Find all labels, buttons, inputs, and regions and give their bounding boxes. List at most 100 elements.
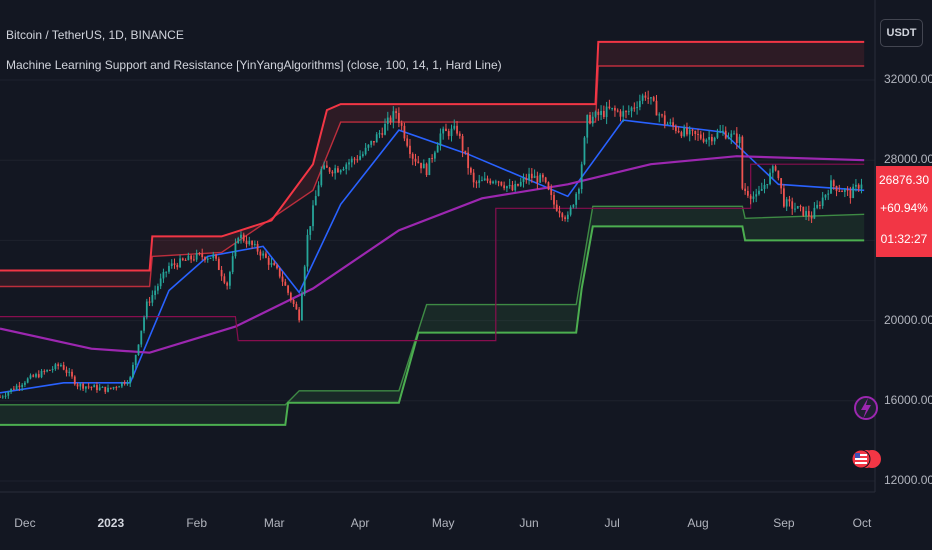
candle-body — [658, 114, 661, 116]
candle-body — [209, 257, 212, 259]
candle-body — [533, 175, 536, 179]
candle-body — [716, 132, 719, 138]
candle-body — [132, 364, 134, 378]
candle-body — [29, 375, 32, 379]
x-tick-label: May — [431, 516, 455, 530]
candle-body — [148, 301, 151, 303]
candle-body — [60, 365, 62, 367]
economic-events-icon[interactable] — [851, 443, 881, 475]
candle-body — [320, 168, 323, 186]
candle-body — [519, 181, 522, 186]
candle-body — [190, 255, 193, 260]
currency-button[interactable]: USDT — [880, 19, 923, 47]
candle-body — [760, 189, 763, 191]
candle-body — [292, 300, 295, 305]
candle-countdown-label: 01:32:27 — [876, 222, 932, 257]
candle-body — [544, 177, 547, 183]
candle-body — [295, 304, 298, 310]
candle-body — [18, 385, 21, 388]
candle-body — [530, 173, 533, 179]
candle-body — [575, 193, 578, 205]
indicator-lines — [0, 40, 865, 426]
candle-body — [123, 382, 126, 384]
candle-body — [345, 164, 348, 169]
candle-body — [298, 309, 301, 321]
candle-body — [384, 123, 386, 135]
candle-body — [478, 180, 481, 183]
candle-body — [54, 364, 57, 369]
indicator-title[interactable]: Machine Learning Support and Resistance … — [6, 58, 502, 72]
slow-ma-line — [0, 155, 865, 354]
y-tick-label: 32000.00 — [884, 72, 932, 86]
candle-body — [730, 133, 733, 138]
support-inner-line — [0, 205, 865, 406]
candle-body — [827, 193, 830, 195]
candle-body — [231, 256, 234, 273]
candle-body — [492, 181, 494, 184]
candle-body — [12, 388, 15, 390]
candle-body — [824, 194, 827, 198]
candle-body — [494, 181, 497, 183]
candle-body — [71, 371, 73, 377]
candle-body — [359, 156, 361, 160]
candle-body — [807, 211, 810, 217]
candle-body — [248, 240, 251, 245]
x-tick-label: Jul — [604, 516, 620, 530]
candle-body — [741, 136, 744, 189]
candle-body — [849, 189, 852, 199]
candle-body — [738, 136, 741, 143]
candle-body — [475, 182, 478, 184]
candle-body — [627, 111, 630, 113]
candle-body — [278, 268, 281, 277]
candle-body — [420, 162, 422, 169]
candle-body — [367, 144, 370, 148]
candle-body — [400, 123, 403, 126]
candle-body — [107, 387, 109, 392]
candle-body — [0, 396, 1, 398]
candle-body — [558, 210, 561, 214]
x-tick-label: Dec — [14, 516, 36, 530]
candle-body — [65, 369, 68, 373]
candle-body — [348, 162, 350, 165]
candle-body — [165, 271, 168, 273]
candle-body — [87, 386, 90, 388]
candles — [0, 90, 863, 399]
candle-body — [32, 375, 35, 377]
candle-body — [821, 197, 824, 206]
candle-body — [550, 189, 553, 196]
candle-body — [270, 262, 273, 265]
candle-body — [206, 258, 209, 260]
candle-body — [655, 100, 658, 116]
candle-body — [234, 243, 237, 257]
candle-body — [395, 111, 398, 114]
candle-body — [303, 266, 306, 294]
candle-body — [442, 128, 445, 134]
candle-body — [267, 257, 270, 265]
symbol-title[interactable]: Bitcoin / TetherUS, 1D, BINANCE — [6, 28, 184, 42]
candle-body — [237, 238, 240, 244]
candle-body — [184, 259, 187, 261]
candle-body — [134, 354, 137, 365]
candle-body — [611, 107, 614, 109]
candle-body — [688, 129, 691, 135]
candle-body — [93, 385, 96, 388]
candle-body — [259, 251, 262, 256]
candle-body — [220, 269, 223, 277]
candle-body — [265, 253, 267, 258]
candle-body — [447, 131, 450, 137]
candle-body — [616, 110, 619, 112]
candle-body — [24, 382, 26, 385]
candle-body — [735, 133, 738, 143]
candle-body — [539, 174, 542, 183]
candle-body — [82, 383, 84, 389]
candle-body — [481, 180, 483, 182]
candle-body — [439, 133, 442, 146]
x-tick-label: Feb — [186, 516, 207, 530]
candle-body — [805, 211, 807, 216]
candle-body — [644, 95, 647, 98]
candle-body — [433, 152, 436, 159]
candle-body — [666, 123, 669, 125]
lightning-icon[interactable] — [853, 393, 879, 423]
candle-body — [705, 139, 708, 142]
